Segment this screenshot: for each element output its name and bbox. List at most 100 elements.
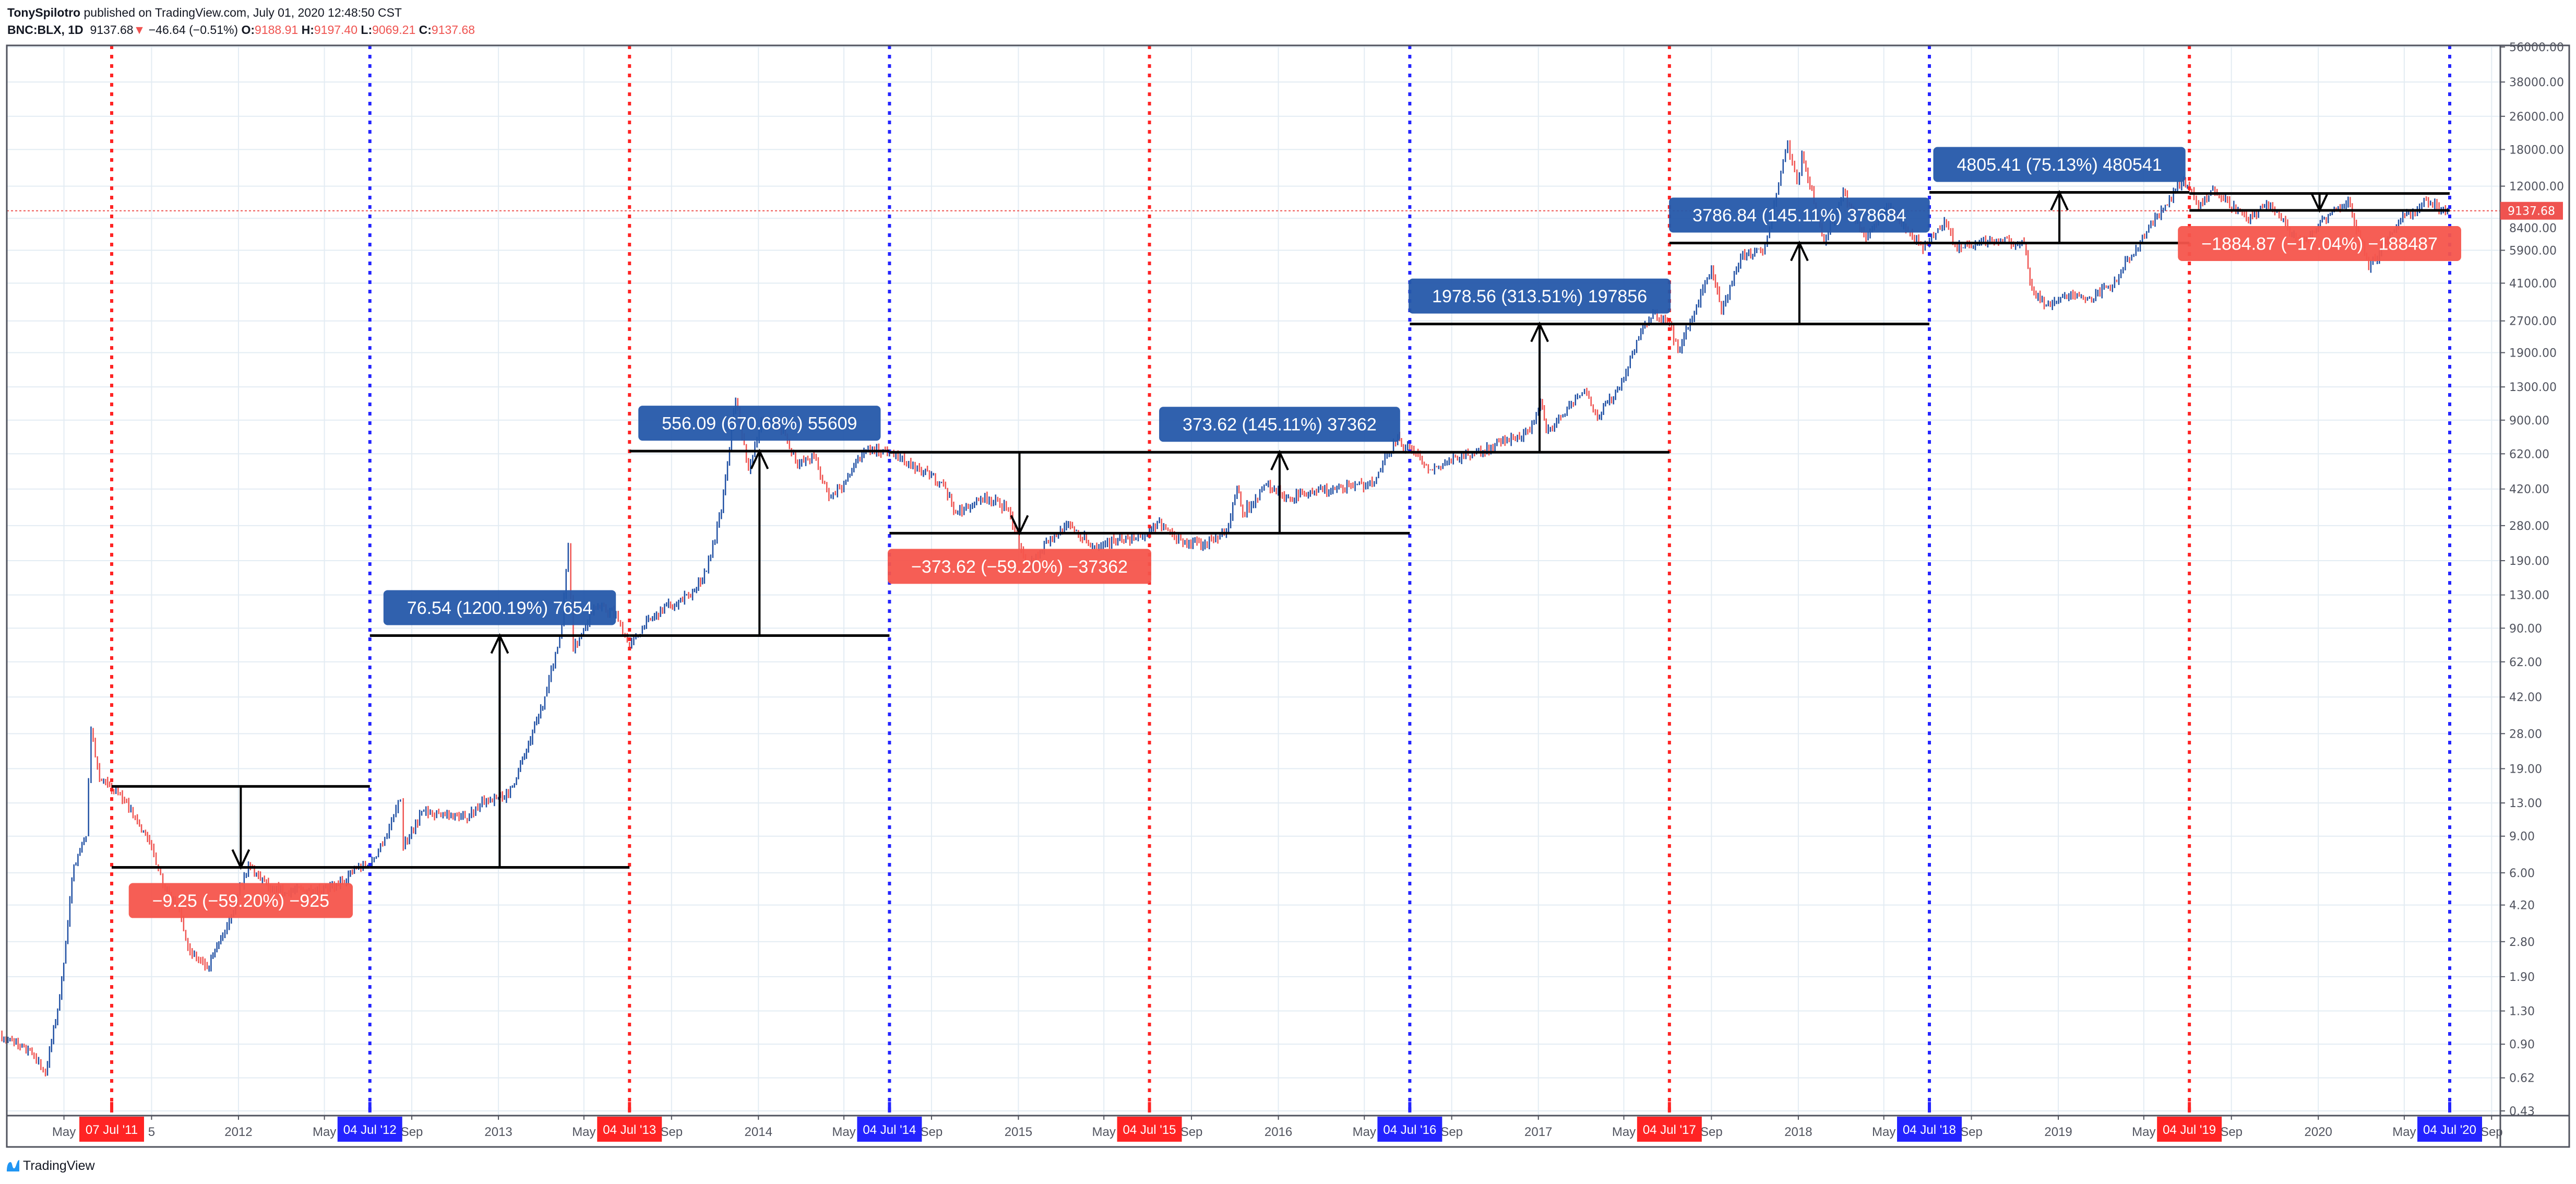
arrow-up-icon bbox=[1530, 321, 1549, 342]
time-axis[interactable]: May 5 2012 May Sep 2013 May Sep 2014 May Sep 2015 Ma… bbox=[52, 1102, 2503, 1142]
publish-line: TonySpilotro published on TradingView.co… bbox=[7, 4, 475, 21]
gain-label-box bbox=[1159, 407, 1400, 442]
price-tick-label: 18000.00 bbox=[2509, 144, 2564, 157]
price-range-measure[interactable]: −1884.87 (−17.04%) −188487 bbox=[2178, 192, 2461, 261]
price-tick-label: 420.00 bbox=[2509, 483, 2549, 496]
price-tick-label: 0.43 bbox=[2509, 1105, 2535, 1118]
time-tick-label: Sep bbox=[1440, 1125, 1463, 1139]
arrow-down-icon bbox=[231, 849, 251, 870]
low-value: 9069.21 bbox=[372, 23, 416, 37]
time-tick-label: May bbox=[52, 1125, 76, 1139]
price-range-measure[interactable]: 556.09 (670.68%) 55609 bbox=[629, 406, 890, 637]
last-price: 9137.68 bbox=[90, 23, 134, 37]
price-tick-label: 280.00 bbox=[2509, 520, 2549, 533]
gain-label-box bbox=[1933, 147, 2186, 182]
time-tick-label: 2013 bbox=[484, 1125, 512, 1139]
arrow-down-icon bbox=[2310, 192, 2329, 213]
cycle-date-badge[interactable] bbox=[1897, 1117, 1962, 1142]
cycle-marker bbox=[2188, 1102, 2191, 1112]
cycle-date-badge[interactable] bbox=[1637, 1117, 1702, 1142]
logo-text: TradingView bbox=[23, 1158, 95, 1173]
price-range-measure[interactable]: 1978.56 (313.51%) 197856 bbox=[1409, 278, 1671, 454]
time-tick-label: May bbox=[1353, 1125, 1376, 1139]
gain-label-box bbox=[638, 406, 881, 441]
measure-label: 76.54 (1200.19%) 7654 bbox=[407, 598, 592, 618]
time-tick-label: Sep bbox=[1700, 1125, 1723, 1139]
price-range-measure[interactable]: 4805.41 (75.13%) 480541 bbox=[1929, 147, 2190, 244]
price-range-measure[interactable]: 373.62 (145.11%) 37362 bbox=[1149, 407, 1410, 535]
price-tick-label: 900.00 bbox=[2509, 415, 2549, 428]
time-tick-label: May bbox=[1092, 1125, 1116, 1139]
cycle-date-label: 04 Jul '18 bbox=[1903, 1123, 1956, 1137]
price-tick-label: 130.00 bbox=[2509, 589, 2549, 602]
price-tick-label: 28.00 bbox=[2509, 728, 2542, 741]
price-tick-label: 1900.00 bbox=[2509, 347, 2557, 360]
measure-label: 373.62 (145.11%) 37362 bbox=[1183, 415, 1377, 435]
arrow-up-icon bbox=[2050, 190, 2069, 211]
measure-label: −9.25 (−59.20%) −925 bbox=[152, 891, 329, 911]
measure-label: −373.62 (−59.20%) −37362 bbox=[911, 557, 1128, 577]
author-name[interactable]: TonySpilotro bbox=[7, 6, 81, 19]
cycle-date-badge[interactable] bbox=[79, 1117, 144, 1142]
price-tick-label: 1300.00 bbox=[2509, 381, 2557, 394]
cycle-date-label: 04 Jul '13 bbox=[603, 1123, 656, 1137]
price-tick-label: 4.20 bbox=[2509, 899, 2535, 913]
arrow-up-icon bbox=[1790, 240, 1809, 262]
cycle-date-label: 07 Jul '11 bbox=[86, 1123, 138, 1137]
loss-label-box bbox=[2178, 226, 2461, 261]
cycle-date-badge[interactable] bbox=[2157, 1117, 2222, 1142]
cycle-date-badge[interactable] bbox=[1377, 1117, 1442, 1142]
last-price-badge-label: 9137.68 bbox=[2508, 205, 2555, 218]
price-tick-label: 2700.00 bbox=[2509, 315, 2557, 328]
price-tick-label: 8400.00 bbox=[2509, 222, 2557, 235]
tradingview-logo[interactable]: TradingView bbox=[5, 1158, 95, 1174]
time-tick-label: Sep bbox=[660, 1125, 683, 1139]
price-tick-label: 4100.00 bbox=[2509, 277, 2557, 290]
time-tick-label: 5 bbox=[148, 1125, 155, 1139]
loss-label-box bbox=[887, 549, 1151, 584]
open-value: 9188.91 bbox=[255, 23, 299, 37]
high-label: H: bbox=[301, 23, 314, 37]
high-value: 9197.40 bbox=[314, 23, 357, 37]
time-tick-label: 2017 bbox=[1524, 1125, 1552, 1139]
price-tick-label: 13.00 bbox=[2509, 797, 2542, 810]
gain-label-box bbox=[383, 590, 616, 625]
cycle-date-badge[interactable] bbox=[597, 1117, 662, 1142]
cycle-lines bbox=[110, 45, 2451, 1116]
price-range-measure[interactable]: 3786.84 (145.11%) 378684 bbox=[1669, 197, 1930, 326]
time-tick-label: May bbox=[832, 1125, 855, 1139]
cycle-date-badge[interactable] bbox=[2417, 1117, 2482, 1142]
price-change: −46.64 (−0.51%) bbox=[148, 23, 238, 37]
price-range-measure[interactable]: −9.25 (−59.20%) −925 bbox=[112, 785, 370, 918]
cycle-date-label: 04 Jul '17 bbox=[1643, 1123, 1696, 1137]
time-tick-label: Sep bbox=[921, 1125, 943, 1139]
open-label: O: bbox=[241, 23, 255, 37]
price-range-measure[interactable]: −373.62 (−59.20%) −37362 bbox=[887, 451, 1151, 584]
time-tick-label: 2018 bbox=[1784, 1125, 1812, 1139]
cycle-marker bbox=[1667, 1102, 1671, 1112]
measurements[interactable]: −9.25 (−59.20%) −925 76.54 (1200.19%) 765… bbox=[112, 147, 2461, 918]
price-axis[interactable]: 56000.00 38000.00 26000.00 18000.00 12000.00… bbox=[2500, 41, 2564, 1118]
cycle-date-badge[interactable] bbox=[1117, 1117, 1182, 1142]
time-tick-label: May bbox=[572, 1125, 595, 1139]
time-tick-label: May bbox=[313, 1125, 336, 1139]
cycle-date-badge[interactable] bbox=[337, 1117, 402, 1142]
price-tick-label: 62.00 bbox=[2509, 656, 2542, 669]
price-tick-label: 9.00 bbox=[2509, 831, 2535, 844]
gain-label-box bbox=[1669, 197, 1930, 233]
time-tick-label: 2015 bbox=[1005, 1125, 1032, 1139]
time-tick-label: May bbox=[1612, 1125, 1636, 1139]
price-tick-label: 19.00 bbox=[2509, 763, 2542, 776]
price-tick-label: 56000.00 bbox=[2509, 41, 2564, 54]
price-range-measure[interactable]: 76.54 (1200.19%) 7654 bbox=[369, 590, 630, 869]
price-tick-label: 42.00 bbox=[2509, 691, 2542, 704]
loss-label-box bbox=[128, 883, 353, 918]
time-tick-label: Sep bbox=[2480, 1125, 2503, 1139]
measure-label: 3786.84 (145.11%) 378684 bbox=[1692, 206, 1906, 226]
chart-header: TonySpilotro published on TradingView.co… bbox=[7, 4, 475, 39]
cycle-date-badge[interactable] bbox=[857, 1117, 922, 1142]
cycle-marker bbox=[110, 1102, 113, 1112]
chart-border bbox=[6, 44, 2570, 1148]
cycle-date-label: 04 Jul '15 bbox=[1123, 1123, 1176, 1137]
